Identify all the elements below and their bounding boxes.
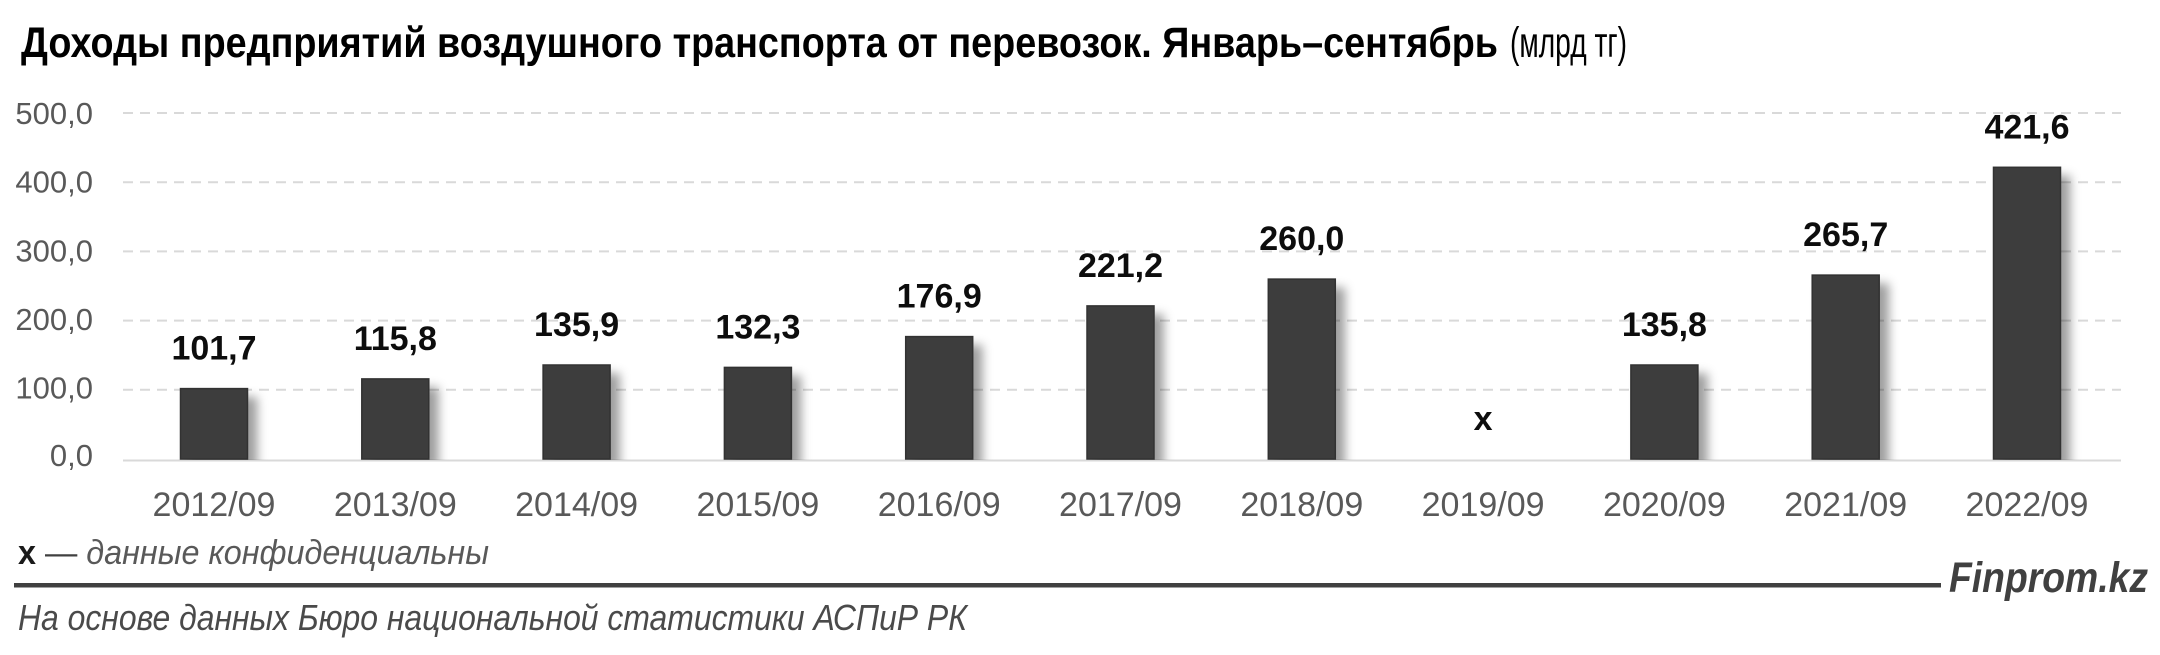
svg-text:115,8: 115,8 [354,320,437,358]
svg-text:2017/09: 2017/09 [1059,486,1182,524]
svg-text:x: x [1474,400,1493,438]
svg-text:2019/09: 2019/09 [1422,486,1545,524]
svg-text:На основе данных Бюро национал: На основе данных Бюро национальной стати… [18,597,969,638]
svg-text:101,7: 101,7 [171,330,256,368]
svg-text:2021/09: 2021/09 [1784,486,1907,524]
svg-text:135,9: 135,9 [534,306,619,344]
svg-text:2016/09: 2016/09 [878,486,1001,524]
svg-text:500,0: 500,0 [15,96,93,131]
svg-text:Finprom.kz: Finprom.kz [1949,554,2148,602]
svg-text:176,9: 176,9 [897,278,982,316]
svg-text:2015/09: 2015/09 [696,486,819,524]
svg-text:(млрд тг): (млрд тг) [1510,19,1627,67]
svg-text:260,0: 260,0 [1259,220,1344,258]
svg-text:x — данные конфиденциальны: x — данные конфиденциальны [18,534,489,572]
svg-text:132,3: 132,3 [715,308,800,346]
svg-text:2012/09: 2012/09 [153,486,276,524]
svg-text:2018/09: 2018/09 [1240,486,1363,524]
svg-text:2020/09: 2020/09 [1603,486,1726,524]
svg-text:265,7: 265,7 [1803,216,1888,254]
svg-text:2014/09: 2014/09 [515,486,638,524]
svg-text:400,0: 400,0 [15,165,93,200]
svg-text:2013/09: 2013/09 [334,486,457,524]
svg-text:421,6: 421,6 [1984,108,2069,146]
svg-text:300,0: 300,0 [15,234,93,269]
svg-text:2022/09: 2022/09 [1966,486,2089,524]
svg-text:100,0: 100,0 [15,371,93,406]
svg-text:135,8: 135,8 [1622,306,1707,344]
svg-text:221,2: 221,2 [1078,247,1163,285]
svg-text:0,0: 0,0 [50,438,93,473]
svg-text:200,0: 200,0 [15,302,93,337]
svg-text:Доходы предприятий воздушного: Доходы предприятий воздушного транспорта… [21,19,1498,67]
